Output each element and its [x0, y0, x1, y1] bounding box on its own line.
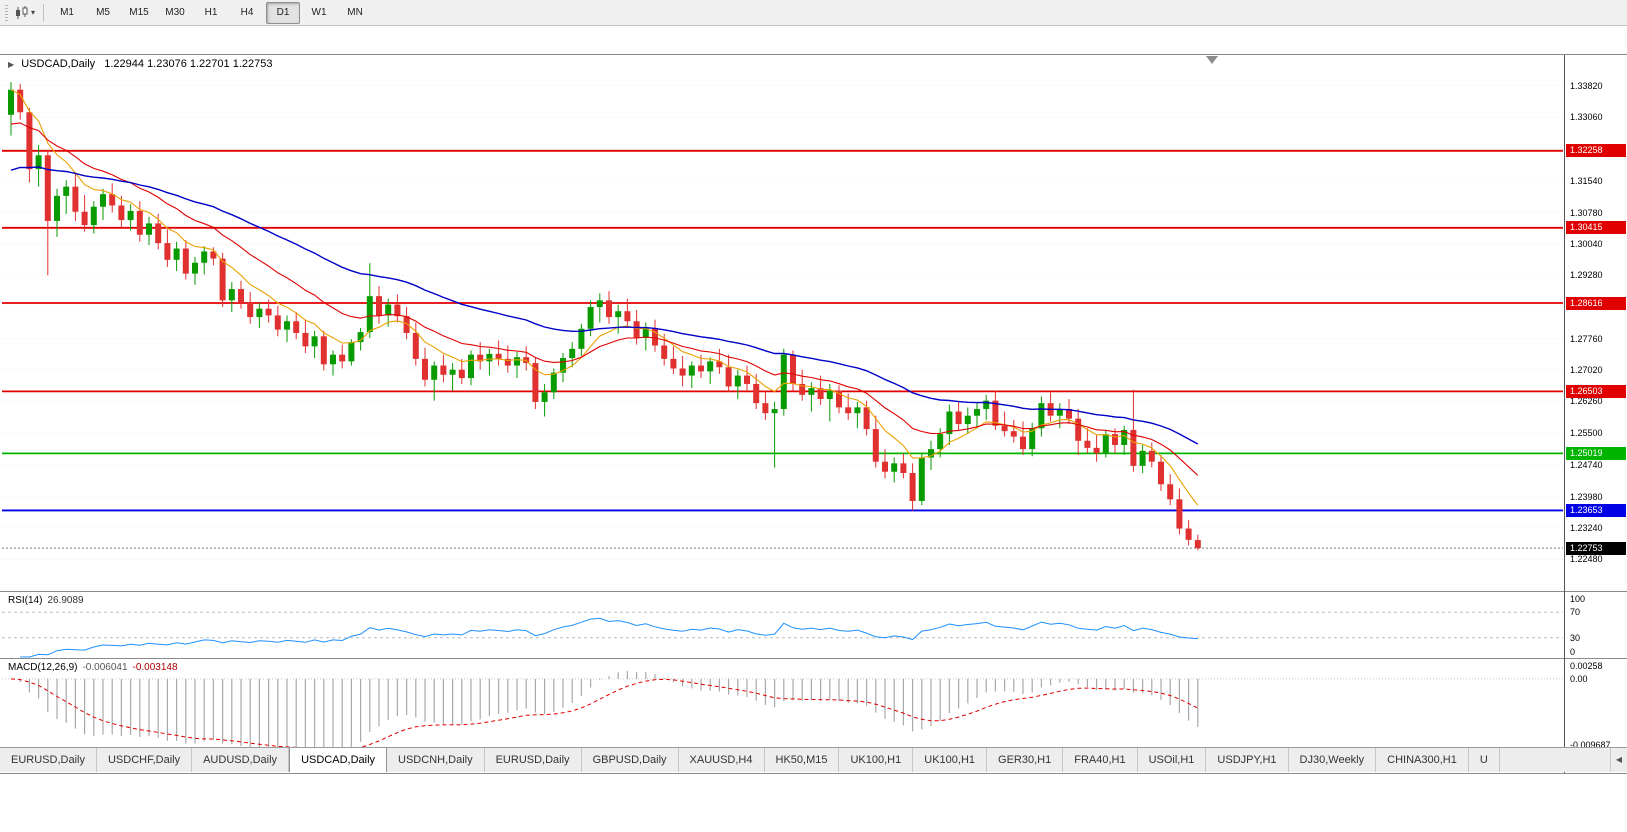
- rsi-indicator-label: RSI(14) 26.9089: [8, 595, 84, 606]
- chart-tab-eurusd-daily[interactable]: EURUSD,Daily: [0, 748, 97, 772]
- chart-type-icon[interactable]: [13, 4, 31, 22]
- chart-shift-marker-icon: [1206, 56, 1218, 64]
- moving-average-2: [10, 166, 1199, 445]
- chart-tab-uk100-h1[interactable]: UK100,H1: [839, 748, 914, 772]
- timeframe-button-h4[interactable]: H4: [240, 7, 254, 18]
- chart-tab-uk100-h1[interactable]: UK100,H1: [913, 748, 988, 772]
- chart-tab-ger30-h1[interactable]: GER30,H1: [987, 748, 1064, 772]
- timeframe-button-m30[interactable]: M30: [165, 7, 185, 18]
- chart-tab-hk50-m15[interactable]: HK50,M15: [764, 748, 840, 772]
- timeframe-button-w1[interactable]: W1: [311, 7, 327, 18]
- toolbar: ▾ M1 M5 M15 M30 H1 H4 D1 W1 MN: [0, 0, 1627, 26]
- timeframe-button-m5[interactable]: M5: [96, 7, 110, 18]
- macd-signal-value: -0.003148: [132, 662, 178, 673]
- timeframe-button-m15[interactable]: M15: [129, 7, 149, 18]
- chart-tab-usdchf-daily[interactable]: USDCHF,Daily: [96, 748, 193, 772]
- chart-tab-bar: EURUSD,Daily USDCHF,Daily AUDUSD,Daily USDC…: [0, 747, 1627, 772]
- price-axis[interactable]: [1565, 55, 1627, 750]
- chart-ohlc-values: 1.22944 1.23076 1.22701 1.22753: [104, 58, 273, 70]
- chart-title: ▶ USDCAD,Daily 1.22944 1.23076 1.22701 1…: [8, 58, 272, 70]
- timeframe-button-h1[interactable]: H1: [204, 7, 218, 18]
- rsi-line: [20, 617, 1198, 658]
- chart-tab-usoil-h1[interactable]: USOil,H1: [1137, 748, 1207, 772]
- toolbar-separator: [43, 3, 45, 22]
- moving-average-1: [10, 122, 1199, 476]
- macd-pane[interactable]: [2, 660, 1563, 750]
- macd-main-value: -0.006041: [82, 662, 128, 673]
- candlestick-glyph: [16, 5, 28, 19]
- rsi-value: 26.9089: [47, 595, 84, 606]
- timeframe-toolbar: M1 M5 M15 M30 H1 H4 D1 W1 MN: [49, 1, 373, 24]
- macd-indicator-label: MACD(12,26,9) -0.006041 -0.003148: [8, 662, 178, 673]
- timeframe-button-m1[interactable]: M1: [60, 7, 74, 18]
- chart-tab-usdcnh-daily[interactable]: USDCNH,Daily: [387, 748, 485, 772]
- main-chart-pane[interactable]: [2, 55, 1563, 591]
- one-click-trading-icon[interactable]: ▶: [8, 60, 15, 69]
- rsi-pane[interactable]: [2, 593, 1563, 657]
- macd-name: MACD(12,26,9): [8, 662, 78, 673]
- chart-window[interactable]: ▶ USDCAD,Daily 1.22944 1.23076 1.22701 1…: [0, 27, 1627, 774]
- timeframe-button-d1[interactable]: D1: [266, 1, 301, 24]
- chart-tab-china300-h1[interactable]: CHINA300,H1: [1376, 748, 1469, 772]
- chart-tab-usdjpy-h1[interactable]: USDJPY,H1: [1206, 748, 1289, 772]
- chart-tab-dj30-weekly[interactable]: DJ30,Weekly: [1288, 748, 1377, 772]
- rsi-name: RSI(14): [8, 595, 43, 606]
- chart-tab-gbpusd-daily[interactable]: GBPUSD,Daily: [581, 748, 679, 772]
- chart-tab-xauusd-h4[interactable]: XAUUSD,H4: [678, 748, 765, 772]
- chart-tab-usdcad-daily[interactable]: USDCAD,Daily: [289, 748, 388, 772]
- candles: [8, 82, 1201, 551]
- chart-symbol-period: USDCAD,Daily: [21, 58, 96, 70]
- timeframe-button-mn[interactable]: MN: [347, 7, 363, 18]
- moving-average-0: [10, 89, 1199, 506]
- chart-tab-eurusd-daily[interactable]: EURUSD,Daily: [484, 748, 582, 772]
- tab-scroll-left-icon[interactable]: ◀: [1609, 747, 1627, 771]
- toolbar-grip[interactable]: [5, 4, 8, 21]
- chart-tab-audusd-daily[interactable]: AUDUSD,Daily: [192, 748, 290, 772]
- chart-type-dropdown-icon[interactable]: ▾: [31, 8, 36, 17]
- macd-histogram: [19, 670, 1199, 750]
- chart-tab-fra40-h1[interactable]: FRA40,H1: [1063, 748, 1138, 772]
- chart-tab-u[interactable]: U: [1468, 748, 1500, 772]
